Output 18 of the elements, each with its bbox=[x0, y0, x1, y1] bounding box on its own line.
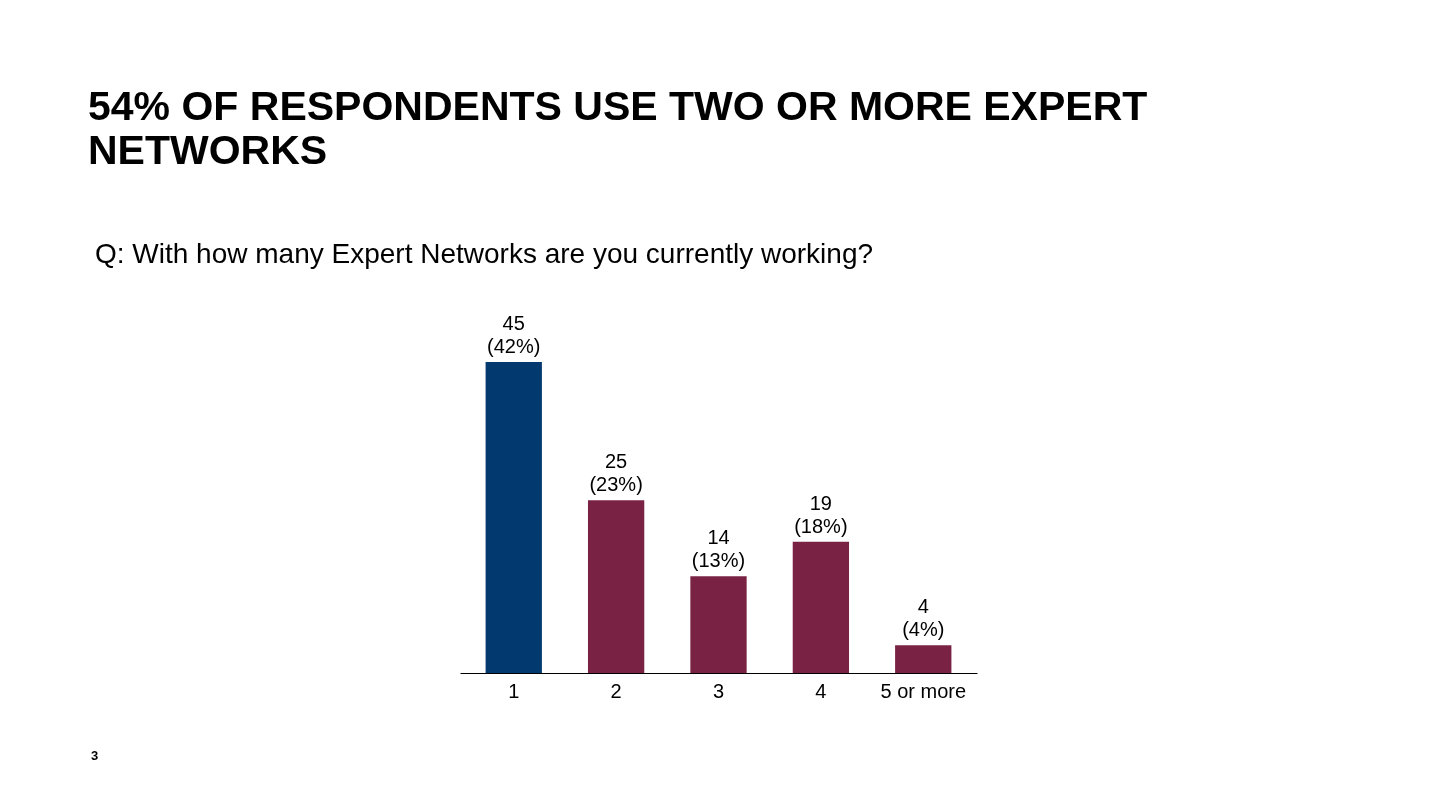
chart-subtitle: Q: With how many Expert Networks are you currently working? bbox=[95, 238, 874, 269]
data-label: 25 (23%) bbox=[589, 450, 643, 496]
chart-title: 54% OF RESPONDENTS USE TWO OR MORE EXPERT NETWORKS bbox=[88, 83, 1148, 173]
data-label: 4 (4%) bbox=[902, 595, 945, 641]
bar bbox=[792, 541, 850, 673]
data-label: 19 (18%) bbox=[794, 491, 848, 537]
x-tick-label: 4 bbox=[815, 679, 827, 702]
text: 3 bbox=[91, 748, 99, 763]
bar bbox=[895, 645, 952, 673]
x-tick-label: 5 or more bbox=[880, 679, 967, 702]
x-tick-label: 3 bbox=[712, 679, 725, 702]
data-label: 14 (13%) bbox=[691, 526, 746, 572]
bar bbox=[587, 500, 645, 673]
bar bbox=[485, 362, 542, 673]
x-tick-label: 2 bbox=[610, 679, 622, 702]
bar bbox=[690, 576, 747, 673]
data-label: 45 (42%) bbox=[487, 312, 541, 357]
x-tick-label: 1 bbox=[508, 679, 520, 702]
